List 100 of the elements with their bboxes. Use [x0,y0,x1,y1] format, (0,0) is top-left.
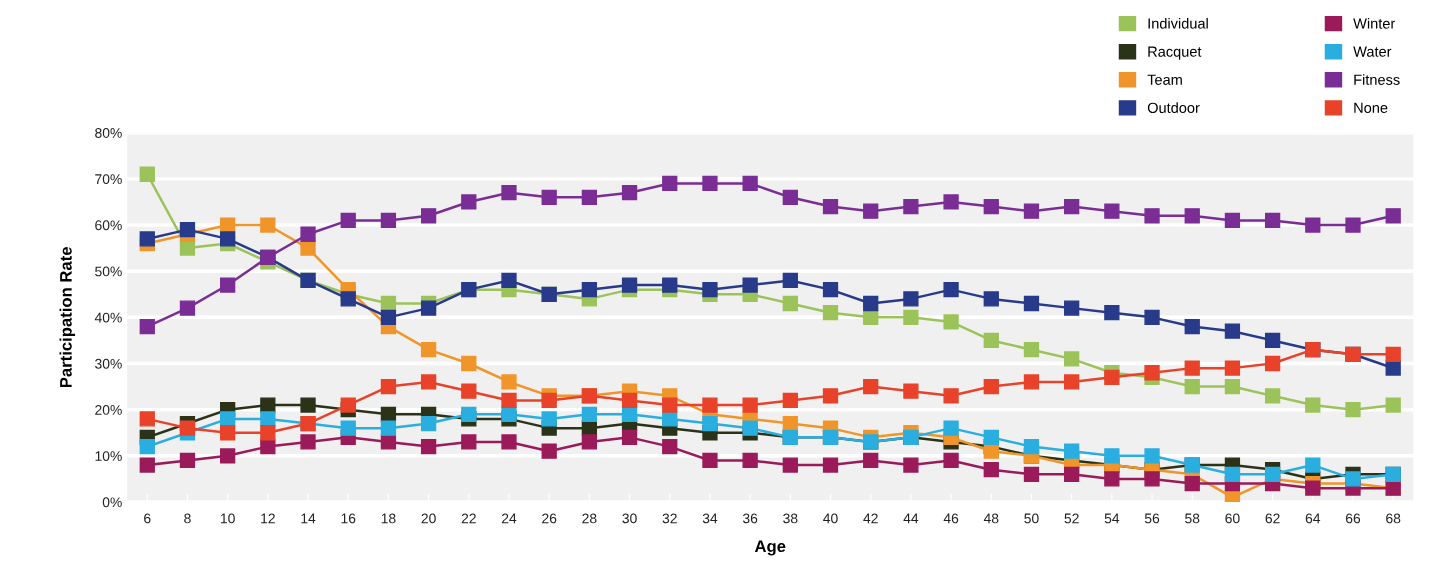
point [380,309,397,325]
point [541,443,557,459]
point [300,397,316,413]
point [903,383,919,399]
point [983,291,999,307]
point [1104,305,1120,321]
point [541,392,557,409]
point [863,452,879,469]
point [179,240,196,256]
y-tick-label: 80% [95,128,122,138]
legend-label: Fitness [1354,74,1400,85]
y-tick-label: 60% [95,220,122,231]
x-tick-label: 30 [622,513,637,524]
point [179,452,196,469]
point [501,392,517,409]
point [260,438,276,455]
point [501,272,517,289]
point [1385,360,1401,376]
point [260,397,276,413]
point [1305,457,1321,473]
point [903,457,919,473]
x-tick-label: 66 [1345,513,1361,524]
x-tick-label: 24 [501,513,517,524]
point [461,194,477,210]
y-tick-label: 50% [95,266,122,277]
point [179,300,196,316]
point [621,185,638,201]
point [1184,360,1200,376]
legend-label: Water [1353,46,1392,57]
point [822,457,839,473]
point [1023,466,1040,482]
point [380,295,397,312]
point [1064,443,1080,459]
point [983,429,999,446]
point [742,175,758,192]
point [863,203,879,219]
y-tick-label: 0% [102,497,122,508]
legend-label: None [1354,102,1388,114]
x-tick-label: 36 [742,513,758,524]
point [541,189,557,205]
x-tick-label: 42 [863,513,878,524]
point [822,282,839,298]
point [420,300,437,316]
x-tick-label: 48 [983,513,999,524]
point [420,415,437,432]
point [260,217,276,233]
point [581,434,598,450]
point [662,438,678,455]
point [903,198,919,215]
point [1023,203,1040,219]
point [1064,300,1080,316]
x-tick-label: 10 [220,513,235,524]
point [1023,374,1040,390]
point [782,189,798,205]
point [1264,355,1281,372]
point [1104,203,1120,219]
x-tick-label: 8 [184,513,191,524]
point [863,309,879,325]
point [340,291,356,307]
point [943,282,959,298]
x-tick-label: 22 [461,513,476,524]
point [1104,369,1120,385]
point [822,198,839,215]
point [420,208,437,224]
point [742,277,758,293]
point [139,457,155,473]
point [782,272,798,289]
point [662,397,678,413]
point [621,277,638,293]
point [903,309,919,325]
x-tick-label: 60 [1225,513,1240,524]
point [1184,378,1200,395]
point [1264,212,1281,229]
point [943,452,959,469]
point [782,415,798,432]
point [380,434,397,450]
point [702,452,718,469]
point [1305,217,1321,233]
point [139,438,155,455]
point [1184,208,1200,224]
point [943,388,959,404]
legend-label: Racquet [1148,46,1202,60]
point [220,411,236,427]
point [1305,480,1321,496]
x-tick-label: 28 [582,513,597,524]
point [420,342,437,358]
point [1144,448,1160,464]
y-tick-label: 70% [95,174,122,185]
point [943,314,959,330]
point [1345,471,1361,487]
point [340,420,356,436]
x-tick-label: 16 [341,513,356,524]
point [380,212,397,229]
point [1264,388,1281,404]
point [1385,346,1401,362]
point [983,198,999,215]
point [702,415,718,432]
point [380,378,397,395]
point [702,175,718,192]
x-tick-label: 64 [1305,513,1321,524]
